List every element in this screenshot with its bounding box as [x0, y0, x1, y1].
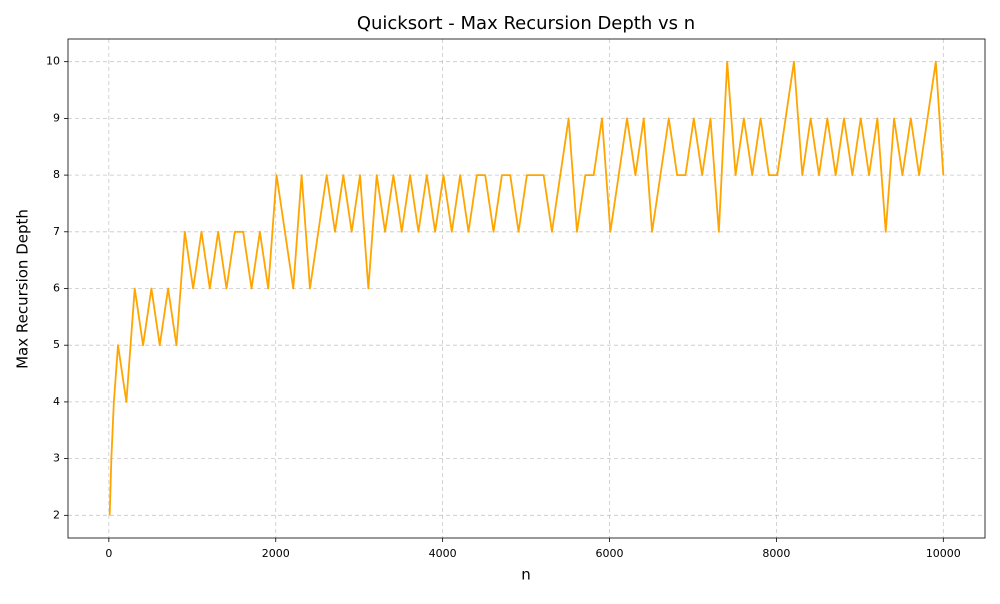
plot-frame: [67, 38, 986, 539]
x-tick-label: 4000: [429, 547, 457, 560]
y-tick-label: 3: [53, 452, 60, 465]
x-tick-label: 0: [105, 547, 112, 560]
x-tick-label: 8000: [762, 547, 790, 560]
chart-title: Quicksort - Max Recursion Depth vs n: [357, 13, 695, 34]
y-tick-label: 7: [53, 225, 60, 238]
y-axis-label: Max Recursion Depth: [14, 209, 32, 369]
x-axis-label: n: [521, 566, 531, 584]
x-tick-label: 10000: [926, 547, 961, 560]
data-line: [108, 60, 945, 516]
x-tick-label: 2000: [262, 547, 290, 560]
y-tick-label: 6: [53, 282, 60, 295]
y-tick-label: 2: [53, 508, 60, 521]
y-tick-label: 5: [53, 338, 60, 351]
y-tick-label: 8: [53, 168, 60, 181]
y-tick-label: 10: [46, 55, 60, 68]
y-tick-label: 4: [53, 395, 60, 408]
x-tick-label: 6000: [596, 547, 624, 560]
y-tick-label: 9: [53, 111, 60, 124]
